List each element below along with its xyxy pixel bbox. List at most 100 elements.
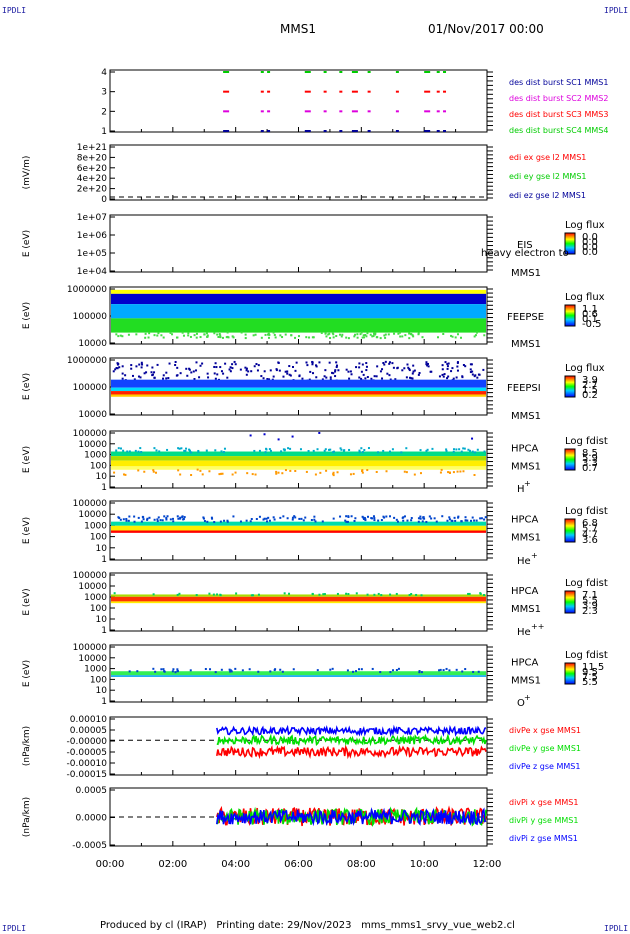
feepsi-speckle-11 (289, 374, 292, 377)
hpca-speckle-5-0-27 (367, 447, 370, 450)
hpca-speckle-6-0-88 (223, 519, 226, 522)
feepsi-speckle-168 (447, 375, 450, 378)
feepsi-speckle-252 (116, 362, 119, 365)
burst-mark-0-3 (304, 71, 311, 73)
hpca-speckle-8-0-15 (391, 669, 394, 672)
legend-series-10-2: divPi z gse MMS1 (509, 834, 578, 843)
hpca-speckle-5-1-59 (413, 473, 416, 476)
feepsi-speckle-105 (255, 363, 258, 366)
feepse-speckle-96 (398, 331, 401, 334)
hpca-speckle-6-0-144 (401, 516, 404, 519)
feepsi-speckle-171 (284, 370, 287, 373)
hpca-speckle-6-0-16 (206, 520, 209, 523)
feepsi-speckle-62 (455, 376, 458, 379)
feepsi-speckle-2 (231, 363, 234, 366)
hpca-speckle-8-0-12 (162, 668, 165, 671)
ytick-label-5-0: 1 (101, 483, 107, 493)
feepsi-speckle-144 (334, 369, 337, 372)
feepsi-speckle-83 (162, 377, 165, 380)
hpca-speckle-6-0-112 (345, 520, 348, 523)
burst-mark-2-4 (323, 110, 327, 113)
burst-mark-3-0 (223, 130, 230, 132)
hpca-band-5-0 (111, 451, 486, 457)
hpca-speckle-6-0-150 (388, 515, 391, 518)
feepse-speckle-19 (393, 332, 396, 335)
burst-mark-1-8 (395, 90, 399, 93)
hpca-speckle-5-0-85 (188, 448, 191, 451)
colorbar-tick-6-1: 5.7 (582, 524, 598, 535)
feepse-speckle-81 (157, 332, 160, 335)
feepsi-speckle-239 (121, 372, 124, 375)
feepsi-speckle-109 (425, 361, 428, 364)
ylabel-2: E (eV) (22, 230, 32, 257)
hpca-speckle-5-1-4 (352, 472, 355, 475)
feepsi-speckle-100 (410, 377, 413, 380)
feepsi-speckle-233 (116, 367, 119, 370)
feepse-speckle-30 (205, 332, 208, 335)
colorbar-8 (564, 662, 576, 685)
ytick-label-6-5: 100000 (73, 499, 108, 509)
burst-mark-1-4 (323, 90, 327, 93)
hpca-speckle-5-2-4 (249, 434, 252, 437)
feepse-speckle-17 (252, 334, 255, 337)
feepse-speckle-108 (475, 331, 478, 334)
hpca-speckle-6-0-132 (430, 517, 433, 520)
feepse-speckle-24 (331, 331, 334, 334)
feepsi-speckle-108 (311, 360, 314, 363)
hpca-speckle-5-0-70 (462, 447, 465, 450)
hpca-speckle-8-0-19 (154, 670, 157, 673)
hpca-speckle-6-0-103 (172, 517, 175, 520)
hpca-speckle-6-0-80 (286, 517, 289, 520)
summary-plot: 1 2 3 4 des dist burst SC1 MMS1 des dist burs… (22, 68, 608, 870)
burst-mark-2-1 (260, 110, 264, 113)
burst-mark-1-10 (436, 90, 440, 93)
colorbar-tick-2-0: 0.0 (582, 232, 598, 243)
feepsi-speckle-200 (464, 365, 467, 368)
hpca-speckle-5-1-25 (448, 471, 451, 474)
sc-label-4: MMS1 (511, 411, 541, 422)
feepsi-speckle-54 (118, 366, 121, 369)
hpca-speckle-5-0-80 (134, 449, 137, 452)
hpca-speckle-5-0-1 (139, 447, 142, 450)
hpca-speckle-6-0-28 (393, 516, 396, 519)
hpca-speckle-7-0-13 (318, 593, 321, 596)
ytick-label-6-3: 1000 (84, 521, 107, 531)
hpca-speckle-7-0-5 (366, 593, 369, 596)
feepsi-speckle-71 (247, 370, 250, 373)
feepse-speckle-98 (284, 333, 287, 336)
feepsi-speckle-219 (291, 365, 294, 368)
ytick-label-5-2: 100 (90, 461, 107, 471)
hpca-band-7-2 (111, 601, 486, 604)
hpca-speckle-6-0-9 (148, 516, 151, 519)
colorbar-tick-5-0: 8.5 (582, 448, 598, 459)
hpca-speckle-6-0-51 (344, 519, 347, 522)
ytick-label-5-1: 10 (96, 472, 108, 482)
hpca-speckle-6-0-145 (406, 519, 409, 522)
feepsi-speckle-24 (408, 367, 411, 370)
hpca-speckle-6-0-114 (362, 518, 365, 521)
colorbar-tick-7-0: 7.1 (582, 590, 598, 601)
burst-mark-0-6 (351, 71, 358, 73)
hpca-speckle-5-1-56 (221, 472, 224, 475)
feepsi-speckle-27 (124, 374, 127, 377)
feepsi-speckle-110 (335, 361, 338, 364)
hpca-speckle-6-0-97 (213, 521, 216, 524)
feepsi-speckle-60 (412, 364, 415, 367)
hpca-speckle-6-0-68 (127, 519, 130, 522)
feepsi-speckle-229 (150, 371, 153, 374)
feepsi-speckle-29 (482, 368, 485, 371)
hpca-speckle-7-0-1 (415, 593, 418, 596)
ytick-label-4-1: 100000 (73, 383, 108, 393)
burst-mark-0-9 (424, 71, 431, 73)
hpca-speckle-8-0-43 (174, 671, 177, 674)
feepse-speckle-135 (345, 336, 348, 339)
hpca-speckle-5-1-6 (284, 469, 287, 472)
feepsi-speckle-179 (275, 368, 278, 371)
hpca-speckle-6-0-128 (293, 515, 296, 518)
feepse-speckle-46 (217, 335, 220, 338)
hpca-speckle-6-0-35 (165, 518, 168, 521)
feepsi-speckle-99 (469, 371, 472, 374)
burst-mark-3-2 (267, 130, 271, 132)
feepsi-speckle-19 (411, 372, 414, 375)
hpca-speckle-6-0-46 (380, 519, 383, 522)
